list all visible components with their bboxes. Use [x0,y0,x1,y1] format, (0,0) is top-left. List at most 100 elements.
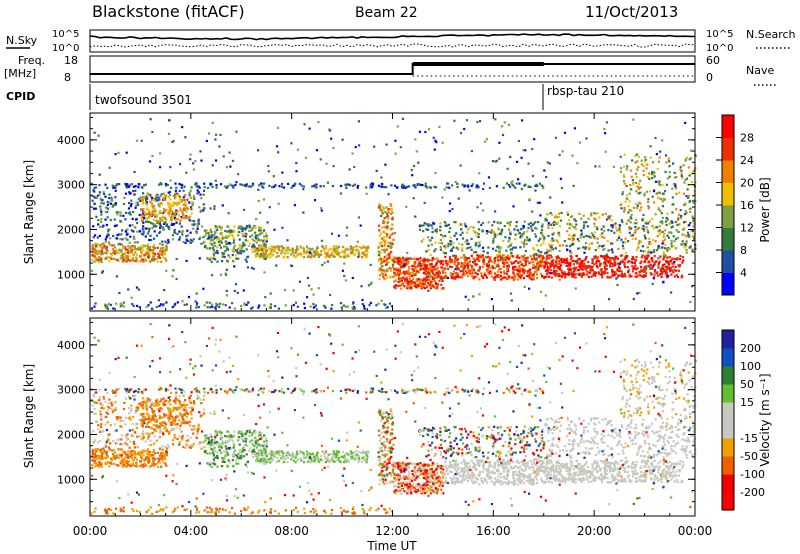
scatter-point [390,267,393,270]
scatter-point [566,211,569,214]
scatter-point [499,255,502,258]
scatter-point [114,153,117,156]
scatter-point [101,225,104,228]
scatter-point [431,230,434,234]
scatter-point [115,183,118,186]
scatter-point [538,255,541,258]
scatter-point [263,271,266,274]
scatter-point [357,255,360,258]
scatter-point [188,218,191,221]
scatter-point [576,238,579,241]
scatter-point [263,229,266,232]
scatter-point [231,159,235,162]
scatter-point [366,246,369,249]
scatter-point [453,260,456,263]
scatter-point [442,260,445,263]
scatter-point [652,238,655,242]
scatter-point [290,142,293,145]
scatter-point [155,404,158,407]
scatter-point [385,248,388,251]
scatter-point [401,117,404,120]
scatter-point [128,259,131,262]
scatter-point [528,198,531,201]
scatter-point [580,267,583,270]
scatter-point [562,274,565,277]
scatter-point [482,188,485,191]
scatter-point [566,248,569,252]
scatter-point [652,264,655,267]
scatter-point [603,236,606,239]
scatter-point [129,205,132,208]
scatter-point [365,256,368,259]
scatter-point [433,250,436,253]
scatter-point [128,202,131,205]
scatter-point [610,219,613,222]
scatter-point [269,292,272,295]
scatter-point [267,164,270,168]
scatter-point [257,199,260,203]
scatter-point [282,186,286,189]
scatter-point [606,240,609,243]
scatter-point [544,217,547,220]
scatter-point [381,211,384,214]
scatter-point [409,257,412,260]
scatter-point [411,174,414,177]
scatter-point [501,133,505,137]
scatter-point [333,247,336,250]
scatter-point [395,257,398,260]
scatter-point [257,254,260,257]
scatter-point [264,250,267,253]
scatter-point [511,254,514,258]
scatter-point [674,247,678,250]
scatter-point [106,304,109,307]
scatter-point [349,184,352,187]
scatter-point [664,243,667,246]
scatter-point [231,254,234,257]
scatter-point [224,249,227,252]
scatter-point [209,241,212,244]
scatter-point [182,240,185,244]
scatter-point [464,273,467,276]
scatter-point [99,464,102,467]
scatter-point [137,403,140,406]
scatter-point [182,394,185,397]
scatter-point [495,263,498,266]
scatter-point [161,455,164,458]
scatter-point [425,223,428,226]
velocity-scatter [90,322,698,515]
scatter-point [178,230,181,233]
scatter-point [439,225,442,228]
scatter-point [590,232,593,235]
scatter-point [389,276,392,279]
scatter-point [188,446,191,449]
scatter-point [104,400,107,403]
scatter-point [340,306,343,309]
scatter-point [157,252,160,255]
scatter-point [605,121,608,124]
scatter-point [101,248,104,251]
scatter-point [257,306,260,309]
scatter-point [239,183,242,186]
scatter-point [487,265,490,268]
scatter-point [661,246,664,249]
scatter-point [648,237,651,240]
scatter-point [476,254,479,257]
scatter-point [636,206,639,210]
scatter-point [315,249,318,252]
scatter-point [621,254,624,257]
scatter-point [132,210,135,214]
scatter-point [609,265,612,268]
scatter-point [544,294,547,297]
scatter-point [494,118,497,121]
scatter-point [263,304,266,307]
scatter-point [423,257,426,260]
scatter-point [523,257,526,260]
scatter-point [224,240,227,243]
scatter-point [302,252,305,255]
scatter-point [454,254,457,257]
scatter-point [655,192,658,195]
scatter-point [119,302,122,305]
scatter-point [678,191,681,194]
scatter-point [631,159,634,162]
scatter-point [285,249,288,252]
